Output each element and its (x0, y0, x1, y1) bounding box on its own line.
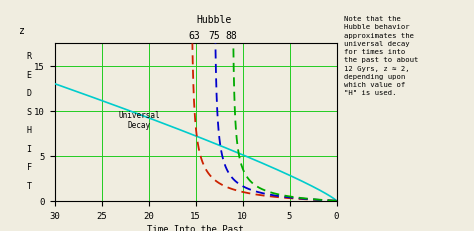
Text: D: D (27, 89, 32, 98)
Text: Hubble: Hubble (196, 15, 231, 25)
Text: 75: 75 (208, 31, 220, 41)
Text: E: E (27, 70, 32, 79)
Text: H: H (27, 126, 32, 134)
X-axis label: Time Into the Past: Time Into the Past (147, 224, 244, 231)
Text: R: R (27, 52, 32, 61)
Text: z: z (19, 26, 25, 36)
Text: S: S (27, 107, 32, 116)
Text: 88: 88 (225, 31, 237, 41)
Text: T: T (27, 181, 32, 190)
Text: Note that the
Hubble behavior
approximates the
universal decay
for times into
th: Note that the Hubble behavior approximat… (344, 16, 418, 96)
Text: Universal
Decay: Universal Decay (118, 110, 160, 130)
Text: I: I (27, 144, 32, 153)
Text: F: F (27, 162, 32, 171)
Text: 63: 63 (188, 31, 200, 41)
